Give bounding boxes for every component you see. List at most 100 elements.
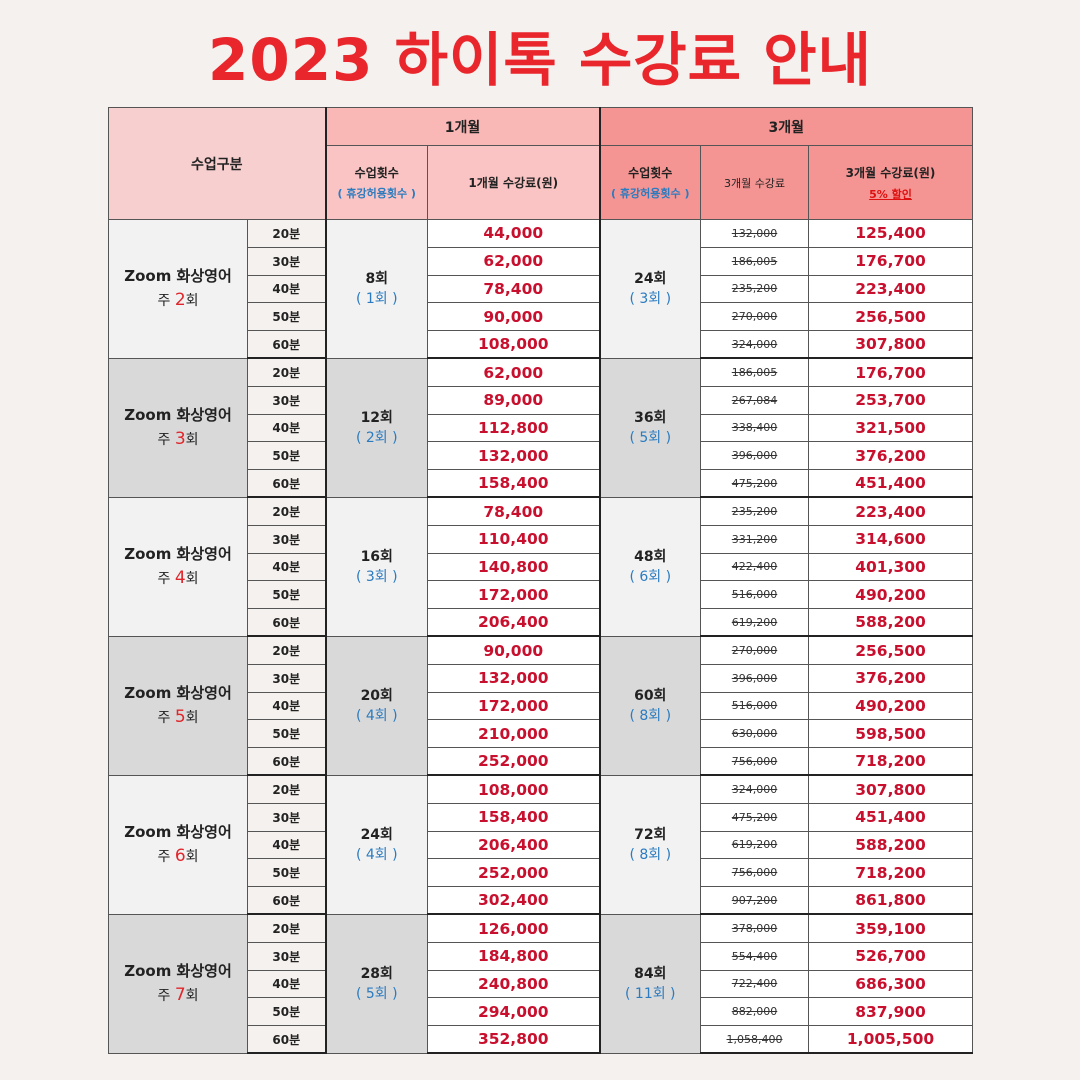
table-row: Zoom 화상영어 주 4회 20분 16회( 3회 ) 78,400 48회( 6회 )… — [108, 496, 974, 637]
original-price-3m: 186,005 — [700, 357, 810, 387]
class-name: Zoom 화상영어 — [124, 962, 232, 981]
original-price-3m: 619,200 — [700, 830, 810, 860]
price-1m: 89,000 — [426, 385, 601, 415]
table-row: 60분 158,400 475,200 451,400 — [109, 469, 974, 499]
price-1m: 108,000 — [426, 330, 601, 360]
table-row: Zoom 화상영어 주 6회 20분 24회( 4회 ) 108,000 72회( 8회 … — [108, 774, 974, 915]
table-row: 40분 172,000 516,000 490,200 — [109, 691, 974, 721]
count-1m: 28회 — [360, 965, 393, 982]
week-prefix: 주 — [157, 849, 175, 866]
week-number: 4 — [174, 568, 186, 589]
table-row: 50분 172,000 516,000 490,200 — [109, 580, 974, 610]
original-price-3m: 270,000 — [700, 302, 810, 332]
price-1m: 172,000 — [426, 580, 601, 610]
duration-cell: 40분 — [247, 413, 327, 443]
discount-price-3m: 253,700 — [808, 385, 974, 415]
week-suffix: 회 — [185, 710, 199, 727]
original-price-3m: 756,000 — [700, 747, 810, 777]
discount-price-3m: 256,500 — [808, 302, 974, 332]
discount-price-3m: 490,200 — [808, 580, 974, 610]
duration-cell: 40분 — [247, 969, 327, 999]
original-price-3m: 1,058,400 — [700, 1025, 810, 1055]
duration-cell: 20분 — [247, 774, 327, 804]
week-number: 5 — [174, 707, 186, 728]
discount-price-3m: 451,400 — [808, 802, 974, 832]
original-price-3m: 882,000 — [700, 997, 810, 1027]
price-1m: 206,400 — [426, 608, 601, 638]
duration-cell: 50분 — [247, 997, 327, 1027]
price-1m: 132,000 — [426, 441, 601, 471]
duration-cell: 30분 — [247, 385, 327, 415]
discount-price-3m: 376,200 — [808, 663, 974, 693]
fee-3m-orig-header: 3개월 수강료 — [700, 145, 810, 220]
week-suffix: 회 — [185, 988, 199, 1005]
count-3m: 60회 — [634, 687, 667, 704]
duration-cell: 40분 — [247, 691, 327, 721]
week-suffix: 회 — [185, 571, 199, 588]
duration-cell: 40분 — [247, 552, 327, 582]
price-1m: 112,800 — [426, 413, 601, 443]
fee-3m-header: 3개월 수강료(원) 5% 할인 — [808, 145, 974, 220]
class-type-cell: Zoom 화상영어 주 2회 — [108, 219, 248, 359]
rest-1m: ( 4회 ) — [355, 707, 398, 724]
table-row: Zoom 화상영어 주 7회 20분 28회( 5회 ) 126,000 84회( 11회… — [108, 913, 974, 1054]
price-1m: 62,000 — [426, 246, 601, 276]
price-1m: 158,400 — [426, 469, 601, 499]
price-1m: 90,000 — [426, 635, 601, 665]
count-header-1m: 수업횟수 ( 휴강허용횟수 ) — [324, 145, 428, 220]
fee-1m-header: 1개월 수강료(원) — [426, 145, 601, 220]
original-price-3m: 331,200 — [700, 524, 810, 554]
duration-cell: 20분 — [247, 913, 327, 943]
duration-cell: 60분 — [247, 469, 327, 499]
count-3m-cell: 36회 ( 5회 ) — [598, 357, 702, 498]
count-3m-cell: 84회 ( 11회 ) — [598, 913, 702, 1054]
price-1m: 294,000 — [426, 997, 601, 1027]
discount-price-3m: 125,400 — [808, 219, 974, 248]
weekly-frequency: 주 7회 — [110, 983, 247, 1008]
rest-3m: ( 8회 ) — [629, 707, 672, 724]
original-price-3m: 907,200 — [700, 886, 810, 916]
table-row: 50분 294,000 882,000 837,900 — [109, 997, 974, 1027]
weekly-frequency: 주 4회 — [110, 566, 247, 591]
table-row: 30분 62,000 186,005 176,700 — [109, 246, 974, 276]
rest-1m: ( 1회 ) — [355, 290, 398, 307]
table-row: Zoom 화상영어 주 5회 20분 20회( 4회 ) 90,000 60회( 8회 )… — [108, 635, 974, 776]
price-1m: 110,400 — [426, 524, 601, 554]
weekly-frequency: 주 6회 — [110, 844, 247, 869]
price-rows: Zoom 화상영어 주 2회 20분 8회( 1회 ) 44,000 24회( 3회 ) 1… — [108, 219, 974, 1055]
week-number: 7 — [174, 985, 186, 1006]
count-1m: 24회 — [360, 826, 393, 843]
original-price-3m: 132,000 — [700, 219, 810, 248]
class-type-cell: Zoom 화상영어 주 5회 — [108, 635, 248, 776]
table-row: 40분 240,800 722,400 686,300 — [109, 969, 974, 999]
count-3m: 84회 — [634, 965, 667, 982]
three-month-header: 3개월 — [598, 107, 974, 146]
discount-price-3m: 223,400 — [808, 496, 974, 526]
original-price-3m: 235,200 — [700, 496, 810, 526]
discount-price-3m: 307,800 — [808, 330, 974, 360]
price-1m: 90,000 — [426, 302, 601, 332]
class-name: Zoom 화상영어 — [124, 684, 232, 703]
count-header-3m: 수업횟수 ( 휴강허용횟수 ) — [598, 145, 702, 220]
table-row: 60분 302,400 907,200 861,800 — [109, 886, 974, 916]
original-price-3m: 722,400 — [700, 969, 810, 999]
duration-cell: 30분 — [247, 941, 327, 971]
count-1m-cell: 16회 ( 3회 ) — [324, 496, 428, 637]
original-price-3m: 396,000 — [700, 441, 810, 471]
class-name: Zoom 화상영어 — [124, 406, 232, 425]
class-type-cell: Zoom 화상영어 주 4회 — [108, 496, 248, 637]
weekly-frequency: 주 2회 — [110, 288, 247, 313]
count-3m-cell: 60회 ( 8회 ) — [598, 635, 702, 776]
week-prefix: 주 — [157, 293, 175, 310]
count-3m: 36회 — [634, 409, 667, 426]
count-3m: 72회 — [634, 826, 667, 843]
one-month-header: 1개월 — [324, 107, 601, 146]
duration-cell: 50분 — [247, 580, 327, 610]
count-1m-cell: 24회 ( 4회 ) — [324, 774, 428, 915]
rest-3m: ( 8회 ) — [629, 846, 672, 863]
count-1m-cell: 28회 ( 5회 ) — [324, 913, 428, 1054]
class-type-cell: Zoom 화상영어 주 6회 — [108, 774, 248, 915]
rest-1m: ( 4회 ) — [355, 846, 398, 863]
discount-price-3m: 526,700 — [808, 941, 974, 971]
price-1m: 158,400 — [426, 802, 601, 832]
